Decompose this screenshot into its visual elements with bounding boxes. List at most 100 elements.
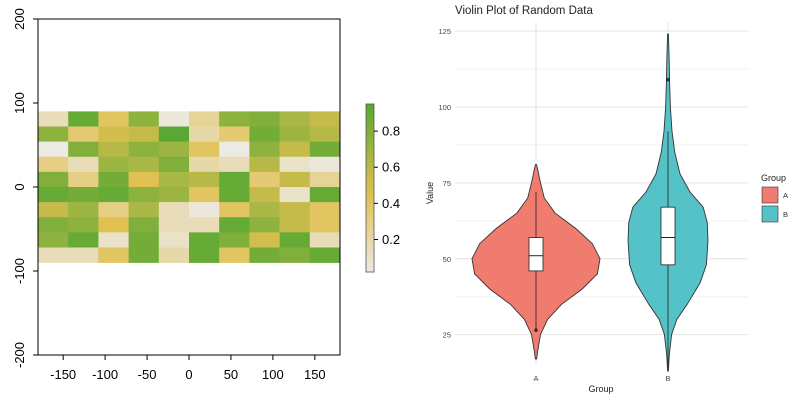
heatmap-cell [189,202,220,218]
heatmap-cell [219,187,250,203]
heatmap-cell [219,247,250,263]
heatmap-cell [98,126,129,142]
colorbar-segment [366,188,374,192]
violin-x-tick-label: B [665,374,670,383]
heatmap-cell [38,202,69,218]
violin-chart-title: Violin Plot of Random Data [455,5,593,17]
heatmap-cell [128,111,160,127]
heatmap-cell [68,156,99,173]
colorbar-segment [366,126,374,130]
heatmap-x-axis: -150 -100 -50 0 50 100 150 [50,355,326,382]
heatmap-cell [158,187,190,203]
heatmap-cell [158,156,190,173]
heatmap-cell [68,111,99,127]
colorbar-segment [366,230,374,234]
heatmap-cell [219,202,250,218]
colorbar-segment [366,258,374,262]
colorbar-segment [366,140,374,144]
heatmap-cell [38,141,69,158]
heatmap-cell [189,187,220,203]
heatmap-x-tick-label: 0 [185,367,192,382]
heatmap-cell [98,247,129,263]
violin-outlier-a [534,328,538,332]
heatmap-cell [38,247,69,263]
heatmap-cell [98,141,129,158]
heatmap-cell [309,232,341,248]
heatmap-cell [158,247,190,263]
heatmap-cell [309,141,341,158]
heatmap-cell [279,156,311,173]
colorbar-segment [366,182,374,186]
heatmap-cell [309,247,341,263]
heatmap-cell [219,111,250,127]
heatmap-x-tick-label: 50 [224,367,238,382]
colorbar-segment [366,202,374,206]
heatmap-cell [128,141,160,158]
colorbar-segment [366,235,374,239]
heatmap-x-tick-label: 150 [304,367,326,382]
colorbar-segment [366,151,374,155]
heatmap-cell [309,111,341,127]
colorbar-segment [366,216,374,220]
colorbar-segment [366,255,374,259]
colorbar-segment [366,134,374,139]
heatmap-colorbar: 0.2 0.4 0.6 0.8 [365,103,400,273]
colorbar-segment [366,106,374,111]
colorbar-segment [366,232,374,237]
violin-shapes [471,33,709,372]
heatmap-y-tick-label: -100 [12,258,27,284]
heatmap-cell [249,247,280,263]
colorbar-segment [366,241,374,245]
heatmap-cell [158,202,190,218]
colorbar-segment [366,115,374,119]
heatmap-cell [309,202,341,218]
heatmap-cell [249,171,280,188]
colorbar-segment [366,148,374,153]
heatmap-cell [158,171,190,188]
heatmap-cell [68,171,99,188]
colorbar-segment [366,168,374,172]
heatmap-cell [219,232,250,248]
heatmap-cell [189,171,220,188]
colorbar-segment [366,207,374,211]
heatmap-cell [279,187,311,203]
colorbar-segment [366,120,374,125]
colorbar-segment [366,218,374,223]
heatmap-cell [309,156,341,173]
violin-outlier-b [666,77,670,82]
colorbar-segment [366,109,374,113]
heatmap-cell [279,202,311,218]
colorbar-segment [366,199,374,203]
heatmap-cell [309,171,341,188]
heatmap-cell [98,171,129,188]
legend-key-a [761,186,779,204]
colorbar-segment [366,137,374,141]
heatmap-cell [38,217,69,233]
colorbar-tick-label: 0.8 [382,124,400,139]
heatmap-cell [249,126,280,142]
heatmap-cell [98,156,129,173]
colorbar-segment [366,185,374,189]
colorbar-segment [366,146,374,150]
heatmap-cell [249,187,280,203]
violin-y-tick-label: 75 [443,179,451,188]
violin-y-tick-label: 100 [438,103,451,112]
colorbar-segment [366,123,374,127]
legend-label-a: A [783,191,788,200]
heatmap-cell [189,126,220,142]
heatmap-cell [279,111,311,127]
heatmap-cell [68,232,99,248]
heatmap-cell [279,217,311,233]
heatmap-cell [128,171,160,188]
heatmap-cell [98,232,129,248]
heatmap-cell [249,156,280,173]
heatmap-cell [189,247,220,263]
colorbar-segment [366,210,374,214]
heatmap-cell [249,111,280,127]
heatmap-cell [38,187,69,203]
violin-box-b [660,206,676,266]
legend-key-b [761,205,779,223]
violin-grid [455,22,748,365]
